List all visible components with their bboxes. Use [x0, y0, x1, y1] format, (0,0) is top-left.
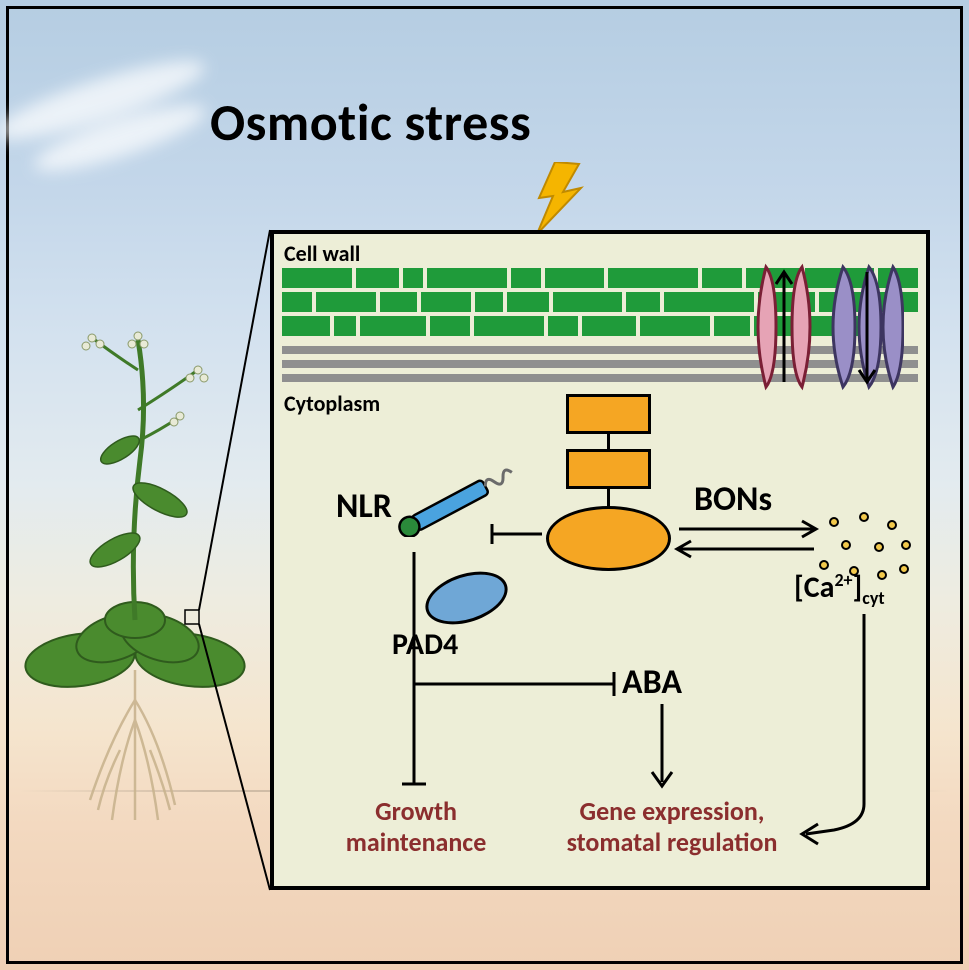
gene-text: Gene expression,stomatal regulation	[532, 796, 812, 858]
cell-box: Cell wall Cytoplasm BONs NLR	[270, 230, 930, 890]
growth-text: Growthmaintenance	[316, 796, 516, 858]
lightning-icon	[535, 162, 585, 234]
